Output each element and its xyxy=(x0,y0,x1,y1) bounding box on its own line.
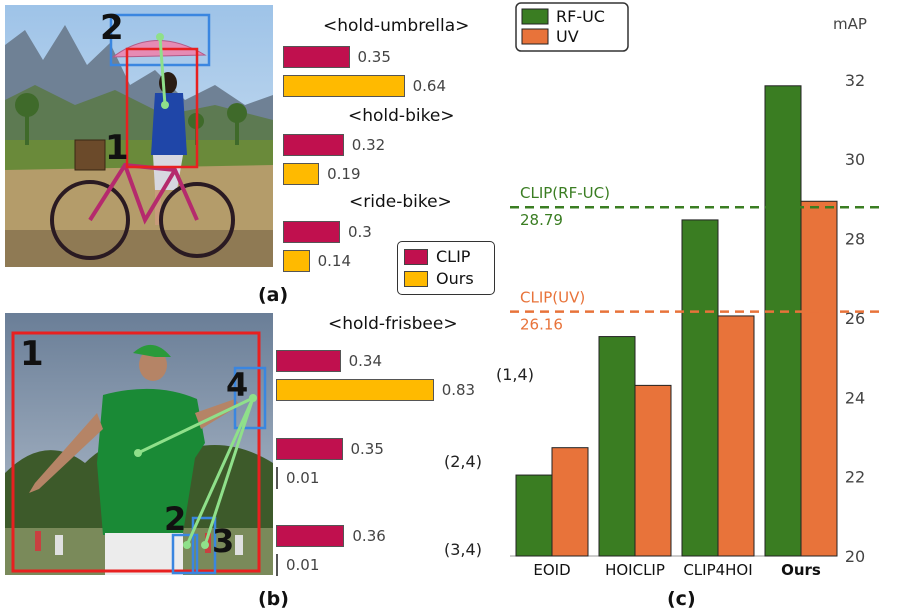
value-clip-pair-1-4: 0.34 xyxy=(348,352,382,370)
bar-ours-pair-2-4 xyxy=(276,467,278,489)
photo-bike-umbrella-scene xyxy=(5,5,273,267)
legend-clip-ours: CLIP Ours xyxy=(397,241,495,295)
bar-rf-uc-ours xyxy=(764,85,802,557)
y-tick-label: 24 xyxy=(845,388,865,407)
bar-ours-pair-1-4 xyxy=(276,379,434,401)
bar-clip-pair-2-4 xyxy=(276,438,343,460)
box-id-2-b: 2 xyxy=(164,500,187,538)
pair-label-1-4: (1,4) xyxy=(496,365,534,384)
bar-clip-pair-1-4 xyxy=(276,350,341,372)
value-ours-ride-bike: 0.14 xyxy=(317,252,351,270)
value-ours-pair-2-4: 0.01 xyxy=(286,469,320,487)
x-tick-label: CLIP4HOI xyxy=(683,561,752,579)
reference-line-name-0: CLIP(RF-UC) xyxy=(520,184,610,202)
bar-clip-ride-bike xyxy=(283,221,340,243)
legend-swatch-ours xyxy=(404,270,428,287)
reference-line-value-1: 26.16 xyxy=(520,316,563,334)
bar-clip-hold-bike xyxy=(283,134,344,156)
bar-rf-uc-eoid xyxy=(515,474,553,557)
legend-item-clip: CLIP xyxy=(404,247,470,266)
y-tick-label: 22 xyxy=(845,468,865,487)
x-tick-label: Ours xyxy=(781,561,821,579)
legend-swatch-uv xyxy=(521,28,549,45)
value-clip-pair-2-4: 0.35 xyxy=(350,440,384,458)
pair-label-3-4: (3,4) xyxy=(444,540,482,559)
legend-swatch-rf-uc xyxy=(521,8,549,25)
y-axis-label: mAP xyxy=(833,15,867,33)
reference-line-name-1: CLIP(UV) xyxy=(520,289,585,307)
photo-frisbee-scene xyxy=(5,313,273,575)
bar-ours-hold-bike xyxy=(283,163,320,185)
value-clip-pair-3-4: 0.36 xyxy=(352,527,386,545)
y-tick-label: 28 xyxy=(845,230,865,249)
bar-ours-pair-3-4 xyxy=(276,554,278,576)
box-id-1-b: 1 xyxy=(20,334,44,374)
interaction-hold-umbrella: <hold-umbrella> xyxy=(323,16,470,36)
bar-uv-clip4hoi xyxy=(717,315,755,557)
pair-label-2-4: (2,4) xyxy=(444,452,482,471)
panel-label-b: (b) xyxy=(258,588,289,610)
value-ours-pair-1-4: 0.83 xyxy=(441,381,476,399)
legend-label-rf-uc: RF-UC xyxy=(556,7,605,26)
photo-bike-umbrella xyxy=(5,5,273,267)
interaction-hold-frisbee: <hold-frisbee> xyxy=(328,314,458,334)
y-tick-label: 20 xyxy=(845,547,865,566)
legend-item-ours: Ours xyxy=(404,269,474,288)
legend-label-uv: UV xyxy=(556,27,579,46)
bar-rf-uc-hoiclip xyxy=(598,336,636,557)
box-id-2-a: 2 xyxy=(100,8,124,48)
bar-uv-ours xyxy=(800,200,838,557)
value-ours-hold-bike: 0.19 xyxy=(327,165,361,183)
panel-label-a: (a) xyxy=(258,284,289,306)
chart-map-comparison: 20 22 24 26 28 30 32 mAP EOID HOICLIP CLIP4HOI Ours… xyxy=(510,2,880,579)
y-tick-label: 30 xyxy=(845,150,865,169)
legend-swatch-clip xyxy=(404,248,428,265)
value-clip-hold-umbrella: 0.35 xyxy=(357,48,391,66)
legend-label-clip: CLIP xyxy=(436,247,471,266)
interaction-hold-bike: <hold-bike> xyxy=(348,106,455,126)
box-id-4-b: 4 xyxy=(226,366,249,404)
bar-ours-ride-bike xyxy=(283,250,310,272)
reference-line-value-0: 28.79 xyxy=(520,211,563,229)
x-tick-label: EOID xyxy=(533,561,570,579)
value-ours-hold-umbrella: 0.64 xyxy=(412,77,446,95)
photo-frisbee xyxy=(5,313,273,575)
box-id-1-a: 1 xyxy=(105,128,129,168)
value-clip-ride-bike: 0.3 xyxy=(348,223,372,241)
interaction-ride-bike: <ride-bike> xyxy=(349,192,452,212)
bar-uv-hoiclip xyxy=(634,384,672,557)
x-tick-label: HOICLIP xyxy=(605,561,665,579)
panel-label-c: (c) xyxy=(667,588,696,610)
y-tick-label: 32 xyxy=(845,71,865,90)
legend-label-ours: Ours xyxy=(436,269,474,288)
y-tick-label: 26 xyxy=(845,309,865,328)
bar-clip-pair-3-4 xyxy=(276,525,345,547)
bar-ours-hold-umbrella xyxy=(283,75,405,97)
value-clip-hold-bike: 0.32 xyxy=(351,136,386,154)
bar-rf-uc-clip4hoi xyxy=(681,219,719,557)
bar-clip-hold-umbrella xyxy=(283,46,350,68)
bar-uv-eoid xyxy=(551,447,589,557)
box-id-3-b: 3 xyxy=(212,522,235,560)
value-ours-pair-3-4: 0.01 xyxy=(286,556,320,574)
